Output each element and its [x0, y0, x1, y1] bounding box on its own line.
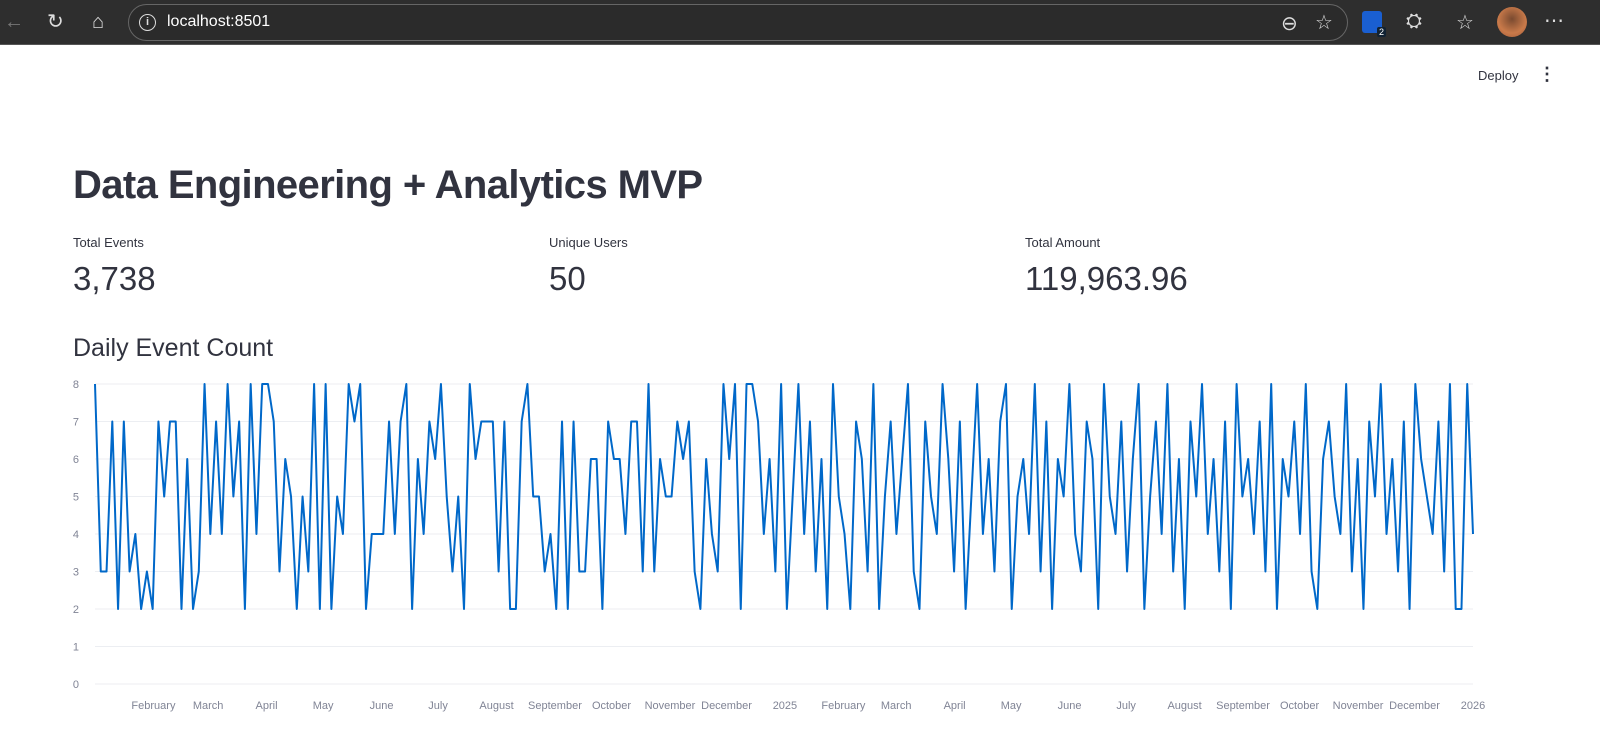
- x-tick-label: May: [313, 700, 334, 712]
- back-icon[interactable]: ←: [4, 11, 24, 33]
- x-tick-label: October: [592, 700, 631, 712]
- y-tick-label: 7: [73, 417, 79, 429]
- main-menu-icon[interactable]: ⋮: [1538, 64, 1556, 84]
- x-tick-label: September: [528, 700, 582, 712]
- x-tick-label: 2025: [773, 700, 797, 712]
- deploy-button[interactable]: Deploy: [1478, 68, 1519, 83]
- y-tick-label: 5: [73, 492, 79, 504]
- x-tick-label: April: [944, 700, 966, 712]
- profile-avatar[interactable]: [1497, 7, 1527, 37]
- chart-heading: Daily Event Count: [73, 334, 274, 362]
- x-tick-label: August: [1167, 700, 1201, 712]
- x-tick-label: April: [256, 700, 278, 712]
- y-tick-label: 0: [73, 679, 79, 691]
- extensions-puzzle-icon[interactable]: ⛭: [1406, 10, 1422, 32]
- x-tick-label: June: [1058, 700, 1082, 712]
- metric-label: Unique Users: [549, 235, 628, 250]
- info-icon[interactable]: i: [139, 14, 156, 31]
- y-tick-label: 3: [73, 567, 79, 579]
- y-tick-label: 4: [73, 529, 79, 541]
- metric-label: Total Events: [73, 235, 144, 250]
- x-tick-label: 2026: [1461, 700, 1485, 712]
- x-tick-label: October: [1280, 700, 1319, 712]
- y-tick-label: 1: [73, 642, 79, 654]
- y-tick-label: 8: [73, 379, 79, 391]
- address-bar[interactable]: i localhost:8501 ⊖ ☆: [128, 4, 1348, 41]
- x-tick-label: March: [881, 700, 912, 712]
- reload-icon[interactable]: ↻: [47, 11, 64, 33]
- home-icon[interactable]: ⌂: [92, 11, 105, 33]
- metric-unique-users: Unique Users 50: [549, 235, 628, 298]
- x-tick-label: September: [1216, 700, 1270, 712]
- x-tick-label: March: [193, 700, 224, 712]
- metric-value: 3,738: [73, 260, 156, 297]
- y-tick-label: 6: [73, 454, 79, 466]
- metric-value: 119,963.96: [1025, 260, 1188, 297]
- x-tick-label: July: [428, 700, 448, 712]
- y-tick-label: 2: [73, 604, 79, 616]
- x-tick-label: November: [645, 700, 696, 712]
- x-tick-label: August: [479, 700, 513, 712]
- x-tick-label: February: [821, 700, 866, 712]
- browser-toolbar: ← ↻ ⌂ i localhost:8501 ⊖ ☆ 2 ⛭ ☆ ⋯: [0, 0, 1600, 45]
- favorite-star-icon[interactable]: ☆: [1315, 12, 1333, 34]
- url-text[interactable]: localhost:8501: [167, 13, 271, 30]
- metric-total-amount: Total Amount 119,963.96: [1025, 235, 1188, 298]
- x-tick-label: June: [370, 700, 394, 712]
- page-title: Data Engineering + Analytics MVP: [73, 163, 703, 207]
- metric-value: 50: [549, 260, 586, 297]
- daily-event-count-chart[interactable]: 0 1 2 3 4 5 6 7 8 February March April May June July Au…: [0, 370, 1600, 720]
- metric-total-events: Total Events 3,738: [73, 235, 156, 298]
- x-tick-label: December: [701, 700, 752, 712]
- x-tick-label: May: [1001, 700, 1022, 712]
- x-tick-label: July: [1116, 700, 1136, 712]
- x-tick-label: February: [131, 700, 176, 712]
- zoom-out-icon[interactable]: ⊖: [1281, 13, 1298, 35]
- extension-badge: 2: [1376, 27, 1386, 37]
- metric-label: Total Amount: [1025, 235, 1101, 250]
- x-tick-label: November: [1333, 700, 1384, 712]
- favorites-list-icon[interactable]: ☆: [1456, 12, 1474, 34]
- series-line: [94, 383, 1474, 610]
- x-tick-label: December: [1389, 700, 1440, 712]
- bitwarden-extension-icon[interactable]: 2: [1362, 11, 1386, 37]
- more-menu-icon[interactable]: ⋯: [1544, 10, 1564, 32]
